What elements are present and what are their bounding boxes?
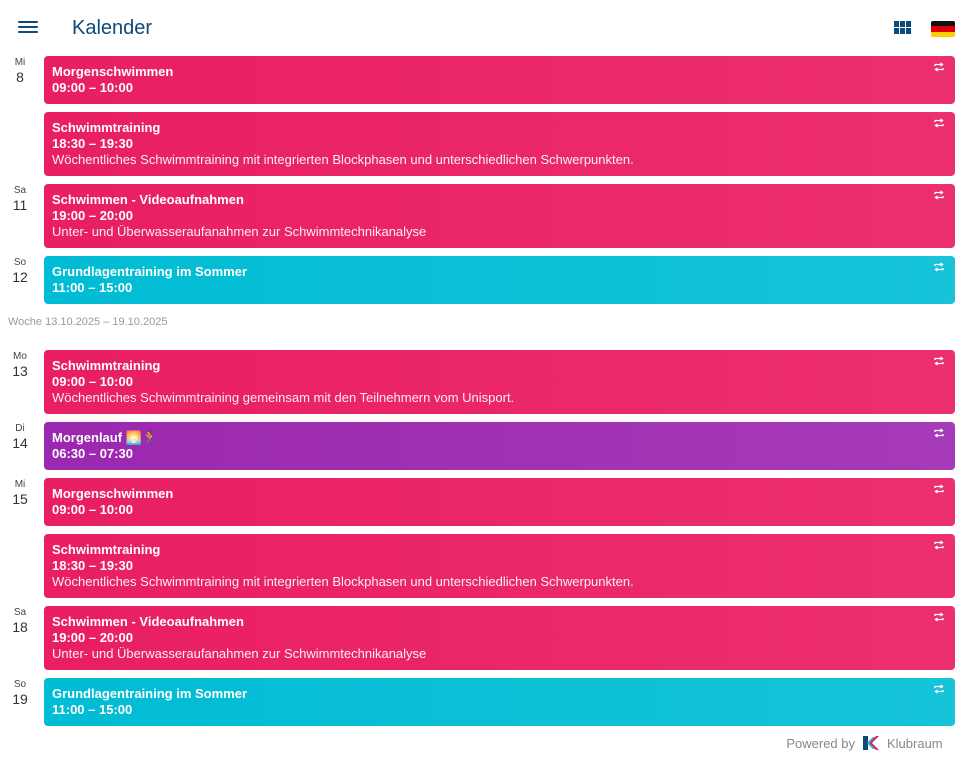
event-title: Grundlagentraining im Sommer <box>52 686 248 701</box>
repeat-icon <box>934 612 944 622</box>
event-description: Wöchentliches Schwimmtraining gemeinsam … <box>52 390 515 405</box>
weekday: So <box>13 257 27 268</box>
week-label: Woche 13.10.2025 – 19.10.2025 <box>8 316 168 328</box>
event-card[interactable]: Morgenlauf 🌅🏃 06:30 – 07:30 <box>44 422 955 470</box>
app-header: Kalender <box>0 0 963 56</box>
event-card[interactable]: Grundlagentraining im Sommer 11:00 – 15:0… <box>44 678 955 726</box>
event-time: 19:00 – 20:00 <box>52 208 133 223</box>
repeat-icon <box>934 356 944 366</box>
repeat-icon <box>934 684 944 694</box>
list-item: So 19 Grundlagentraining im Sommer 11:00 – … <box>0 678 963 726</box>
day-number: 8 <box>16 69 24 85</box>
event-time: 09:00 – 10:00 <box>52 80 133 95</box>
menu-icon[interactable] <box>18 19 38 35</box>
day-number: 12 <box>12 269 28 285</box>
event-time: 11:00 – 15:00 <box>52 702 133 717</box>
day-label: Sa 18 <box>0 606 40 635</box>
day-number: 15 <box>12 491 28 507</box>
event-time: 09:00 – 10:00 <box>52 502 133 517</box>
footer: Powered by Klubraum <box>0 733 963 755</box>
weekday: Mo <box>13 351 27 362</box>
list-item: Schwimmtraining 18:30 – 19:30 Wöchentliche… <box>0 112 963 176</box>
weekday: Sa <box>13 607 27 618</box>
event-card[interactable]: Grundlagentraining im Sommer 11:00 – 15:0… <box>44 256 955 304</box>
event-title: Schwimmtraining <box>52 358 161 373</box>
event-card[interactable]: Morgenschwimmen 09:00 – 10:00 <box>44 478 955 526</box>
event-title: Grundlagentraining im Sommer <box>52 264 248 279</box>
grid-view-icon[interactable] <box>894 21 911 35</box>
event-card[interactable]: Schwimmen - Videoaufnahmen 19:00 – 20:00 U… <box>44 606 955 670</box>
weekday: So <box>13 679 27 690</box>
event-title: Schwimmtraining <box>52 120 161 135</box>
repeat-icon <box>934 484 944 494</box>
repeat-icon <box>934 62 944 72</box>
day-label: So 19 <box>0 678 40 707</box>
day-number: 13 <box>12 363 28 379</box>
list-item: Di 14 Morgenlauf 🌅🏃 06:30 – 07:30 <box>0 422 963 470</box>
day-label <box>0 534 40 535</box>
brand-name: Klubraum <box>887 736 943 751</box>
event-description: Wöchentliches Schwimmtraining mit integr… <box>52 152 634 167</box>
event-title: Morgenlauf 🌅🏃 <box>52 430 159 445</box>
day-number: 11 <box>12 197 28 213</box>
day-number: 18 <box>12 619 28 635</box>
event-title: Schwimmtraining <box>52 542 161 557</box>
repeat-icon <box>934 190 944 200</box>
repeat-icon <box>934 262 944 272</box>
repeat-icon <box>934 540 944 550</box>
weekday: Mi <box>14 479 26 490</box>
day-label: Mi 15 <box>0 478 40 507</box>
klubraum-logo-icon <box>863 736 879 750</box>
event-description: Wöchentliches Schwimmtraining mit integr… <box>52 574 634 589</box>
list-item: Schwimmtraining 18:30 – 19:30 Wöchentliche… <box>0 534 963 598</box>
event-title: Schwimmen - Videoaufnahmen <box>52 192 244 207</box>
list-item: Sa 18 Schwimmen - Videoaufnahmen 19:00 – 20… <box>0 606 963 670</box>
weekday: Di <box>15 423 25 434</box>
event-title: Morgenschwimmen <box>52 486 174 501</box>
repeat-icon <box>934 428 944 438</box>
day-number: 14 <box>12 435 28 451</box>
event-card[interactable]: Schwimmen - Videoaufnahmen 19:00 – 20:00 U… <box>44 184 955 248</box>
page-title: Kalender <box>72 17 153 39</box>
day-label: Mi 8 <box>0 56 40 85</box>
list-item: Sa 11 Schwimmen - Videoaufnahmen 19:00 – 20… <box>0 184 963 248</box>
powered-by-text: Powered by <box>786 736 855 751</box>
event-time: 06:30 – 07:30 <box>52 446 133 461</box>
event-title: Schwimmen - Videoaufnahmen <box>52 614 244 629</box>
day-label <box>0 112 40 113</box>
event-card[interactable]: Morgenschwimmen 09:00 – 10:00 <box>44 56 955 104</box>
event-card[interactable]: Schwimmtraining 09:00 – 10:00 Wöchentliche… <box>44 350 955 414</box>
event-description: Unter- und Überwasseraufanahmen zur Schw… <box>52 646 427 661</box>
weekday: Sa <box>13 185 27 196</box>
german-flag-icon[interactable] <box>931 21 955 37</box>
list-item: Mi 8 Morgenschwimmen 09:00 – 10:00 <box>0 56 963 104</box>
list-item: Mi 15 Morgenschwimmen 09:00 – 10:00 <box>0 478 963 526</box>
day-label: Di 14 <box>0 422 40 451</box>
day-label: Sa 11 <box>0 184 40 213</box>
list-item: So 12 Grundlagentraining im Sommer 11:00 – … <box>0 256 963 304</box>
event-time: 19:00 – 20:00 <box>52 630 133 645</box>
list-item: Mo 13 Schwimmtraining 09:00 – 10:00 Wöchentl… <box>0 350 963 414</box>
day-label: So 12 <box>0 256 40 285</box>
event-card[interactable]: Schwimmtraining 18:30 – 19:30 Wöchentliche… <box>44 112 955 176</box>
event-time: 18:30 – 19:30 <box>52 136 133 151</box>
event-time: 09:00 – 10:00 <box>52 374 133 389</box>
day-number: 19 <box>12 691 28 707</box>
event-time: 18:30 – 19:30 <box>52 558 133 573</box>
event-title: Morgenschwimmen <box>52 64 174 79</box>
repeat-icon <box>934 118 944 128</box>
event-time: 11:00 – 15:00 <box>52 280 133 295</box>
weekday: Mi <box>14 57 26 68</box>
event-description: Unter- und Überwasseraufanahmen zur Schw… <box>52 224 427 239</box>
event-card[interactable]: Schwimmtraining 18:30 – 19:30 Wöchentliche… <box>44 534 955 598</box>
day-label: Mo 13 <box>0 350 40 379</box>
